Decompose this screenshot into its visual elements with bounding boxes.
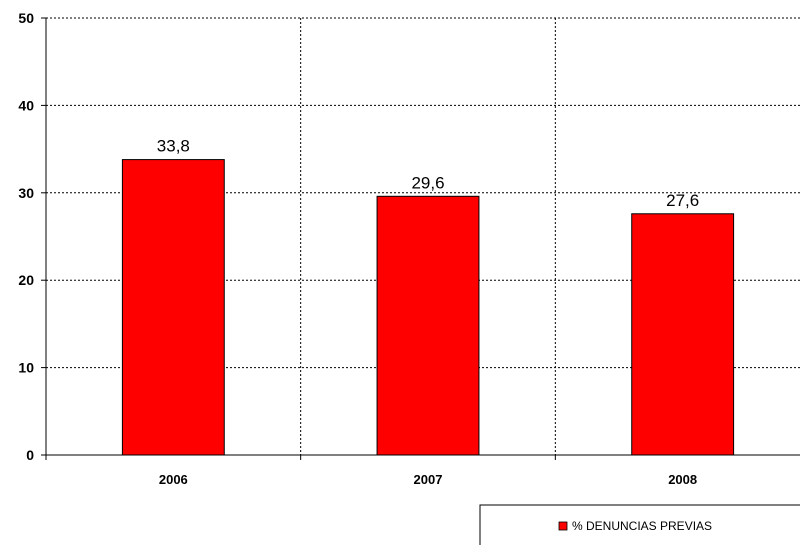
labels: 0 10 20 30 40 50 33,8 2006 29,6 2007 27,6 2008 bbox=[18, 10, 699, 487]
legend: % DENUNCIAS PREVIAS bbox=[479, 504, 800, 545]
x-tick-label: 2007 bbox=[414, 472, 443, 487]
y-tick-label: 40 bbox=[18, 97, 34, 113]
legend-label: % DENUNCIAS PREVIAS bbox=[572, 519, 712, 533]
x-tick-label: 2008 bbox=[668, 472, 697, 487]
bars bbox=[121, 159, 735, 456]
axes bbox=[41, 17, 800, 460]
data-label: 27,6 bbox=[666, 191, 699, 210]
y-tick-label: 0 bbox=[26, 447, 34, 463]
bar bbox=[121, 159, 225, 456]
legend-swatch bbox=[558, 521, 568, 531]
data-label: 29,6 bbox=[411, 173, 444, 192]
bar bbox=[631, 213, 735, 456]
y-tick-label: 10 bbox=[18, 360, 34, 376]
x-tick-label: 2006 bbox=[159, 472, 188, 487]
y-tick-label: 20 bbox=[18, 272, 34, 288]
y-tick-label: 50 bbox=[18, 10, 34, 26]
data-label: 33,8 bbox=[157, 137, 190, 156]
legend-box bbox=[479, 504, 800, 545]
y-tick-label: 30 bbox=[18, 185, 34, 201]
bar bbox=[376, 195, 480, 456]
